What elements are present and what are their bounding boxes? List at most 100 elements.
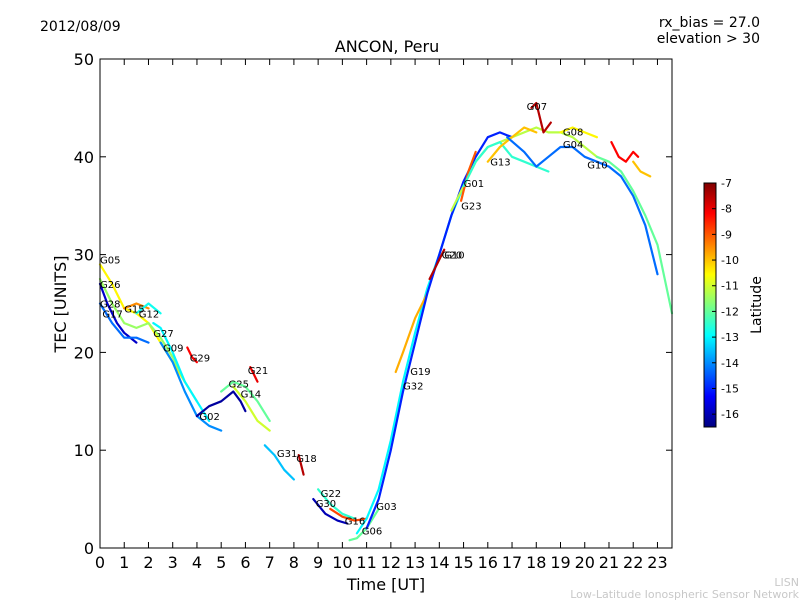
credit-line1: LISN: [774, 576, 799, 589]
series-line-g32: [365, 131, 514, 530]
colorbar-tick-label: -12: [721, 305, 739, 318]
series-line-g25: [220, 380, 271, 422]
series-label-g22: G22: [321, 489, 341, 500]
elevation-label: elevation > 30: [657, 31, 760, 47]
y-axis-label: TEC [UNITS]: [51, 256, 70, 354]
x-tick-label: 15: [453, 553, 473, 572]
series-layer: [98, 101, 674, 542]
date-label: 2012/08/09: [40, 19, 121, 35]
series-line-g18: [297, 454, 305, 476]
x-tick-label: 21: [599, 553, 619, 572]
series-line-g13: [486, 126, 538, 163]
x-tick-label: 18: [526, 553, 546, 572]
series-label-g04: G04: [563, 140, 583, 151]
x-tick-label: 14: [429, 553, 449, 572]
series-line-g06: [348, 507, 380, 542]
series-line-g07: [530, 101, 552, 134]
x-tick-label: 17: [502, 553, 522, 572]
colorbar-tick-label: -10: [721, 254, 739, 267]
series-line-g23: [460, 150, 477, 202]
series-label-g07: G07: [527, 102, 547, 113]
x-tick-label: 10: [332, 553, 352, 572]
series-line-unlabeled-30: [610, 141, 640, 163]
series-line-g09: [159, 341, 223, 432]
series-label-g01: G01: [464, 179, 484, 190]
series-line-g17: [98, 302, 150, 344]
x-tick-label: 13: [405, 553, 425, 572]
series-line-g31: [263, 444, 295, 481]
x-tick-label: 2: [143, 553, 153, 572]
series-line-g16: [329, 507, 368, 522]
series-label-g08: G08: [563, 127, 583, 138]
colorbar-tick-label: -11: [721, 280, 739, 293]
series-label-g02: G02: [199, 412, 219, 423]
series-label-g29: G29: [190, 353, 210, 364]
series-line-g27: [152, 322, 211, 422]
x-tick-label: 20: [575, 553, 595, 572]
series-label-g15: G15: [124, 304, 144, 315]
y-tick-label: 10: [74, 441, 94, 460]
colorbar: -7 -8 -9 -10 -11 -12 -13 -14 -15 -16 Latitude: [703, 177, 765, 428]
credit-line2: Low-Latitude Ionospheric Sensor Network: [570, 588, 799, 600]
series-label-g12: G12: [139, 309, 159, 320]
colorbar-label: Latitude: [749, 276, 765, 334]
colorbar-tick-label: -16: [721, 408, 739, 421]
chart-title: ANCON, Peru: [335, 37, 439, 56]
series-line-g30: [312, 498, 349, 525]
x-tick-label: 8: [289, 553, 299, 572]
series-line-g14: [232, 385, 271, 432]
colorbar-tick-label: -7: [721, 177, 732, 190]
series-line-g04: [506, 136, 659, 276]
plot-frame: [99, 58, 673, 549]
colorbar-tick-label: -15: [721, 382, 739, 395]
series-label-g32: G32: [403, 382, 423, 393]
series-label-g28: G28: [100, 300, 120, 311]
y-tick-label: 30: [74, 246, 94, 265]
colorbar-gradient: [703, 182, 717, 428]
x-tick-label: 0: [95, 553, 105, 572]
series-label-g26: G26: [100, 280, 120, 291]
x-tick-label: 4: [192, 553, 202, 572]
series-label-g19: G19: [410, 367, 430, 378]
series-label-g20: G20: [442, 251, 462, 262]
x-tick-label: 6: [240, 553, 250, 572]
series-line-g20: [428, 248, 446, 281]
x-tick-label: 22: [623, 553, 643, 572]
series-line-g02: [195, 390, 247, 418]
series-label-g23: G23: [461, 202, 481, 213]
x-tick-label: 1: [119, 553, 129, 572]
series-label-g18: G18: [296, 454, 316, 465]
series-label-g10: G10: [444, 251, 464, 262]
x-tick-label: 7: [265, 553, 275, 572]
colorbar-tick-label: -13: [721, 331, 739, 344]
series-line-g29: [186, 346, 198, 364]
series-label-g31: G31: [277, 449, 297, 460]
series-label-g14: G14: [241, 390, 261, 401]
series-line-unlabeled-31: [595, 155, 674, 315]
x-tick-label: 16: [478, 553, 498, 572]
rx-bias-label: rx_bias = 27.0: [659, 15, 760, 31]
series-line-g28: [98, 282, 138, 344]
series-label-g27: G27: [153, 329, 173, 340]
colorbar-tick-label: -9: [721, 228, 732, 241]
series-label-g21: G21: [248, 366, 268, 377]
series-line-g12: [135, 302, 162, 315]
y-axis: 0 10 20 30 40 50: [74, 50, 672, 558]
y-tick-label: 50: [74, 50, 94, 69]
series-line-g19: [394, 292, 429, 374]
series-label-g25: G25: [229, 380, 249, 391]
x-tick-label: 5: [216, 553, 226, 572]
series-label-g06: G06: [362, 526, 382, 537]
colorbar-tick-label: -8: [721, 203, 732, 216]
x-tick-label: 9: [313, 553, 323, 572]
series-line-g22: [317, 488, 356, 520]
series-label-g09: G09: [163, 344, 183, 355]
series-label-g30: G30: [316, 499, 336, 510]
series-line-g21: [249, 366, 259, 383]
series-line-g08: [559, 126, 599, 139]
y-tick-label: 0: [84, 539, 94, 558]
x-tick-label: 12: [381, 553, 401, 572]
x-axis: 0 1 2 3 4 5 6 7 8 9 10 11 12 13 14 15 16 17 18 19 20 21 22 23: [95, 59, 668, 572]
